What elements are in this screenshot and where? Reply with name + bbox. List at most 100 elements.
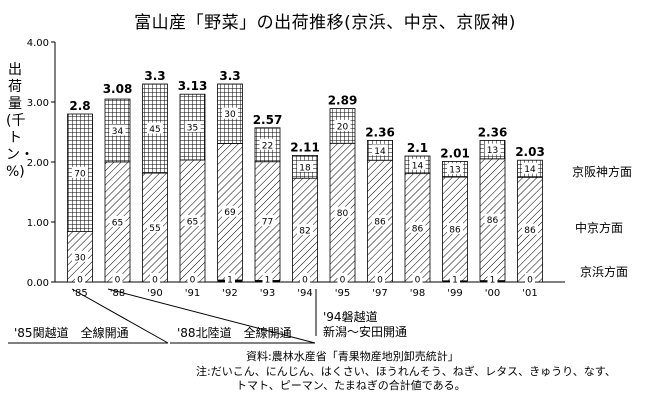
percent-label: 65 bbox=[112, 218, 123, 228]
total-label: 2.57 bbox=[253, 113, 283, 127]
percent-label-bg bbox=[297, 224, 313, 236]
percent-label: 1 bbox=[265, 276, 271, 286]
percent-label-bg bbox=[522, 162, 538, 174]
y-tick-label: 1.00 bbox=[27, 218, 49, 229]
total-label: 2.89 bbox=[328, 94, 358, 108]
percent-label: 77 bbox=[262, 218, 273, 228]
percent-label-bg bbox=[522, 223, 538, 235]
percent-label: 0 bbox=[115, 276, 121, 286]
x-tick-label: '95 bbox=[335, 288, 350, 299]
percent-label-bg bbox=[184, 214, 201, 226]
percent-label: 0 bbox=[377, 276, 383, 286]
percent-label: 14 bbox=[374, 147, 386, 157]
percent-label: 82 bbox=[299, 227, 310, 237]
x-tick-label: '01 bbox=[522, 288, 537, 299]
total-label: 2.1 bbox=[407, 141, 428, 155]
percent-label-bg bbox=[372, 215, 388, 227]
percent-label: 1 bbox=[452, 276, 458, 286]
x-tick-label: '98 bbox=[410, 288, 425, 299]
percent-label: 70 bbox=[74, 169, 86, 179]
percent-label: 13 bbox=[487, 146, 498, 156]
total-label: 3.13 bbox=[178, 79, 208, 93]
bar-labels: 030702.8'85065343.08'88055453.3'90065353… bbox=[69, 69, 632, 299]
percent-label: 22 bbox=[262, 141, 273, 151]
percent-label-bg bbox=[447, 222, 463, 234]
percent-label-bg bbox=[484, 143, 501, 155]
x-tick-label: '00 bbox=[485, 288, 500, 299]
total-label: 3.08 bbox=[103, 82, 133, 96]
total-label: 2.11 bbox=[290, 140, 320, 154]
percent-label-bg bbox=[259, 138, 276, 150]
percent-label-bg bbox=[259, 215, 276, 227]
percent-label-bg bbox=[109, 124, 126, 136]
percent-label-bg bbox=[525, 273, 535, 284]
percent-label-bg bbox=[297, 160, 313, 172]
y-axis-label: 出荷量(千トン・%) bbox=[6, 62, 34, 180]
percent-label-bg bbox=[300, 273, 310, 284]
series-label: 京阪神方面 bbox=[572, 164, 632, 179]
event-line bbox=[71, 288, 169, 344]
event-markers bbox=[8, 288, 317, 344]
total-label: 2.01 bbox=[440, 146, 470, 160]
event-hokuriku: '88北陸道 全線開通 bbox=[177, 326, 292, 340]
event-kanetsu: '85関越道 全線開通 bbox=[14, 326, 129, 340]
percent-label-bg bbox=[484, 213, 501, 225]
total-label: 2.8 bbox=[69, 99, 90, 113]
percent-label: 14 bbox=[412, 161, 424, 171]
percent-label: 0 bbox=[77, 276, 83, 286]
percent-label-bg bbox=[447, 163, 463, 175]
total-label: 2.36 bbox=[365, 125, 395, 139]
percent-label-bg bbox=[412, 273, 423, 284]
percent-label-bg bbox=[225, 273, 235, 284]
percent-label: 86 bbox=[449, 225, 461, 235]
x-tick-label: '88 bbox=[110, 288, 125, 299]
percent-label-bg bbox=[72, 250, 88, 262]
percent-label-bg bbox=[222, 205, 238, 217]
percent-label-bg bbox=[187, 273, 198, 284]
percent-label: 20 bbox=[337, 122, 349, 132]
percent-label-bg bbox=[75, 273, 85, 284]
percent-label-bg bbox=[375, 273, 385, 284]
percent-label-bg bbox=[487, 273, 498, 284]
percent-label-bg bbox=[147, 122, 163, 134]
source-note: 資料:農林水産省「青果物産地別卸売統計」 bbox=[246, 350, 459, 363]
percent-label: 0 bbox=[152, 276, 158, 286]
percent-label-bg bbox=[334, 119, 351, 131]
footnote-line-2: トマト、ピーマン、たまねぎの合計値である。 bbox=[236, 379, 466, 392]
percent-label: 69 bbox=[224, 208, 236, 218]
x-tick-label: '91 bbox=[185, 288, 200, 299]
y-tick-label: 0.00 bbox=[27, 278, 49, 289]
percent-label: 0 bbox=[190, 276, 196, 286]
percent-label: 35 bbox=[187, 124, 198, 134]
percent-label: 1 bbox=[490, 276, 496, 286]
percent-label: 13 bbox=[449, 166, 460, 176]
total-label: 3.3 bbox=[144, 69, 165, 83]
bars bbox=[67, 83, 543, 283]
y-tick-label: 4.00 bbox=[27, 38, 49, 49]
x-tick-label: '90 bbox=[147, 288, 162, 299]
x-tick-label: '92 bbox=[222, 288, 237, 299]
x-tick-label: '93 bbox=[260, 288, 275, 299]
percent-label: 80 bbox=[337, 209, 349, 219]
percent-label-bg bbox=[184, 121, 201, 133]
total-label: 2.36 bbox=[478, 125, 508, 139]
percent-label: 86 bbox=[487, 216, 499, 226]
percent-label-bg bbox=[409, 158, 426, 170]
percent-label: 14 bbox=[524, 165, 536, 175]
percent-label: 0 bbox=[302, 276, 308, 286]
event-line bbox=[107, 288, 316, 344]
percent-label-bg bbox=[109, 215, 126, 227]
series-label: 京浜方面 bbox=[580, 264, 628, 279]
percent-label: 34 bbox=[112, 127, 124, 137]
percent-label: 30 bbox=[74, 253, 86, 263]
total-label: 2.03 bbox=[515, 145, 545, 159]
percent-label: 55 bbox=[149, 224, 160, 234]
percent-label: 30 bbox=[224, 110, 236, 120]
y-tick-label: 2.00 bbox=[27, 158, 49, 169]
percent-label: 18 bbox=[299, 163, 311, 173]
x-tick-label: '99 bbox=[447, 288, 462, 299]
percent-label-bg bbox=[337, 273, 348, 284]
percent-label-bg bbox=[147, 221, 163, 233]
percent-label: 45 bbox=[149, 125, 160, 135]
